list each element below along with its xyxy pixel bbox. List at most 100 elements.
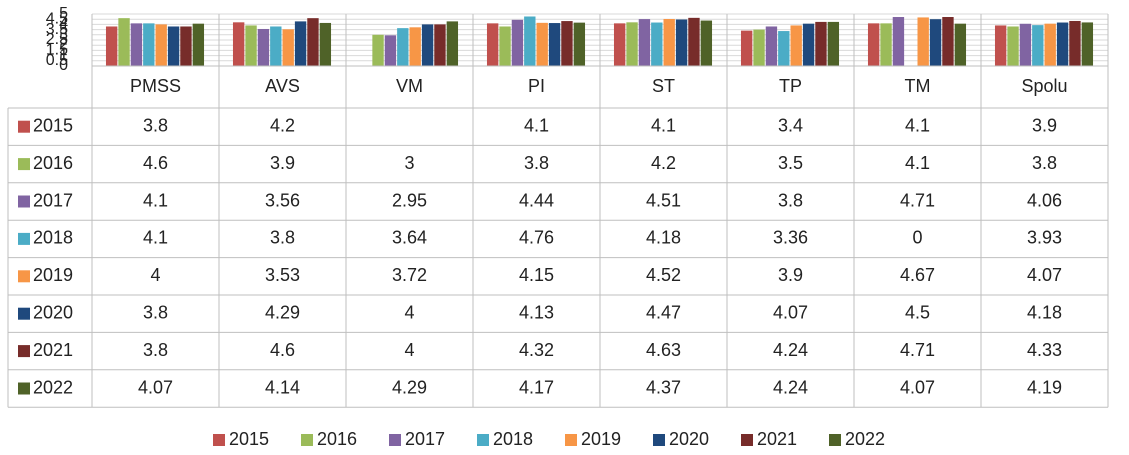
bar	[613, 23, 626, 66]
table-cell: 4.29	[392, 377, 427, 397]
table-cell: 4.1	[651, 115, 676, 135]
bar	[663, 18, 675, 66]
table-cell: 4.29	[265, 302, 300, 322]
bar	[167, 26, 180, 66]
bar	[307, 18, 319, 66]
table-cell: 4.32	[519, 340, 554, 360]
bar	[294, 21, 307, 66]
table-cell: 4.07	[900, 377, 935, 397]
table-cell: 4.13	[519, 302, 554, 322]
table-cell: 3.4	[778, 115, 803, 135]
bar	[753, 29, 765, 67]
table-cell: 3.8	[524, 153, 549, 173]
x-tick-label: PMSS	[130, 76, 181, 96]
bar	[994, 25, 1007, 66]
legend-key	[18, 120, 30, 133]
y-tick-label: 2.5	[46, 31, 68, 48]
table-cell: 4.33	[1027, 340, 1062, 360]
table-cell: 4.2	[270, 115, 295, 135]
bar	[257, 28, 270, 67]
y-tick-label: 0	[59, 57, 68, 74]
table-cell: 3	[404, 153, 414, 173]
row-label: 2016	[33, 153, 73, 173]
table-cell: 2.95	[392, 190, 427, 210]
legend-key	[18, 158, 30, 171]
legend-swatch	[741, 434, 753, 446]
table-cell: 4.18	[1027, 302, 1062, 322]
bar	[434, 24, 446, 66]
bar	[421, 24, 434, 66]
row-label: 2019	[33, 265, 73, 285]
table-cell: 3.36	[773, 228, 808, 248]
table-cell: 4.5	[905, 302, 930, 322]
bar	[118, 18, 130, 66]
y-tick-label: 4.5	[46, 10, 68, 27]
legend-swatch	[301, 434, 313, 446]
table-cell: 3.5	[778, 153, 803, 173]
table-cell: 4.71	[900, 190, 935, 210]
legend-swatch	[389, 434, 401, 446]
table-cell: 4.24	[773, 340, 808, 360]
table-cell: 4.63	[646, 340, 681, 360]
legend-key	[18, 307, 30, 320]
bar	[778, 31, 790, 66]
bar	[867, 23, 880, 66]
table-cell: 3.8	[1032, 153, 1057, 173]
table-cell: 4.18	[646, 228, 681, 248]
legend-label: 2019	[581, 429, 621, 449]
legend-label: 2020	[669, 429, 709, 449]
table-cell: 4.07	[773, 302, 808, 322]
x-tick-label: TM	[905, 76, 931, 96]
legend-swatch	[477, 434, 489, 446]
bar	[1056, 22, 1069, 66]
table-cell: 0	[912, 228, 922, 248]
bar	[1032, 25, 1044, 67]
legend-key	[18, 270, 30, 283]
table-cell: 4.51	[646, 190, 681, 210]
legend-label: 2021	[757, 429, 797, 449]
legend-key	[18, 232, 30, 245]
row-label: 2018	[33, 228, 73, 248]
bar	[880, 23, 892, 66]
table-cell: 4.1	[905, 115, 930, 135]
bar	[675, 19, 688, 66]
legend-key	[18, 382, 30, 395]
legend-key	[18, 195, 30, 208]
bar	[802, 23, 815, 67]
table-cell: 4.44	[519, 190, 554, 210]
table-cell: 3.56	[265, 190, 300, 210]
y-tick-label: 4	[59, 16, 68, 33]
x-tick-label: AVS	[265, 76, 300, 96]
y-tick-label: 0.5	[46, 52, 68, 69]
table-cell: 3.53	[265, 265, 300, 285]
x-tick-label: TP	[779, 76, 802, 96]
bar	[384, 35, 397, 66]
table-cell: 4.1	[905, 153, 930, 173]
bar	[524, 16, 536, 66]
bar	[561, 21, 573, 67]
bar	[245, 25, 257, 66]
table-cell: 4.2	[651, 153, 676, 173]
x-tick-label: PI	[528, 76, 545, 96]
bar	[409, 27, 421, 66]
y-tick-label: 5	[59, 5, 68, 22]
row-label: 2015	[33, 115, 73, 135]
table-cell: 4	[404, 340, 414, 360]
table-cell: 4	[404, 302, 414, 322]
y-tick-label: 3.5	[46, 21, 68, 38]
table-cell: 4.52	[646, 265, 681, 285]
table-cell: 4.76	[519, 228, 554, 248]
bar	[446, 21, 459, 66]
table-cell: 4.06	[1027, 190, 1062, 210]
row-label: 2021	[33, 340, 73, 360]
bar	[638, 19, 651, 66]
bar	[270, 26, 282, 66]
legend-label: 2017	[405, 429, 445, 449]
legend-label: 2015	[229, 429, 269, 449]
table-cell: 4.6	[270, 340, 295, 360]
legend-swatch	[829, 434, 841, 446]
bar	[192, 23, 205, 67]
table-cell: 4.6	[143, 153, 168, 173]
table-cell: 4.47	[646, 302, 681, 322]
legend-swatch	[565, 434, 577, 446]
